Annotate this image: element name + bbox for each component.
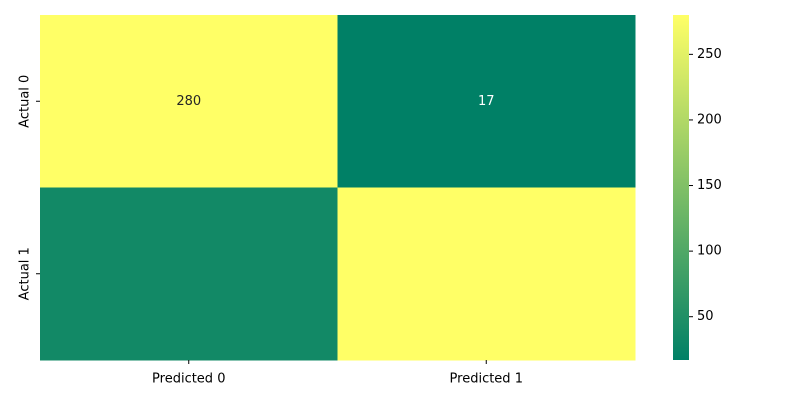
colorbar: 50 100 150 200 250 — [673, 15, 722, 360]
x-axis: Predicted 0 Predicted 1 — [152, 360, 523, 387]
colorbar-tick-label-1: 100 — [697, 244, 722, 259]
colorbar-tick-label-0: 50 — [697, 309, 714, 324]
heatmap-cell-r1-c1 — [337, 187, 636, 361]
x-tick-label-1: Predicted 1 — [450, 372, 523, 387]
cell-annotation-r0-c1: 17 — [478, 94, 495, 109]
y-tick-label-1: Actual 1 — [18, 247, 33, 300]
y-axis: Actual 0 Actual 1 — [18, 75, 40, 300]
cell-annotation-r0-c0: 280 — [176, 94, 201, 109]
x-tick-label-0: Predicted 0 — [152, 372, 225, 387]
heatmap-cell-r0-c0 — [40, 15, 338, 188]
heatmap-cell-r0-c1 — [337, 15, 636, 188]
heatmap-cell-r1-c0 — [40, 187, 338, 361]
colorbar-tick-label-4: 250 — [697, 47, 722, 62]
colorbar-tick-label-2: 150 — [697, 178, 722, 193]
y-tick-label-0: Actual 0 — [18, 75, 33, 128]
colorbar-tick-label-3: 200 — [697, 112, 722, 127]
heatmap-cells — [40, 15, 636, 361]
cell-annotations: 280 17 — [176, 94, 494, 109]
colorbar-gradient — [673, 15, 689, 360]
